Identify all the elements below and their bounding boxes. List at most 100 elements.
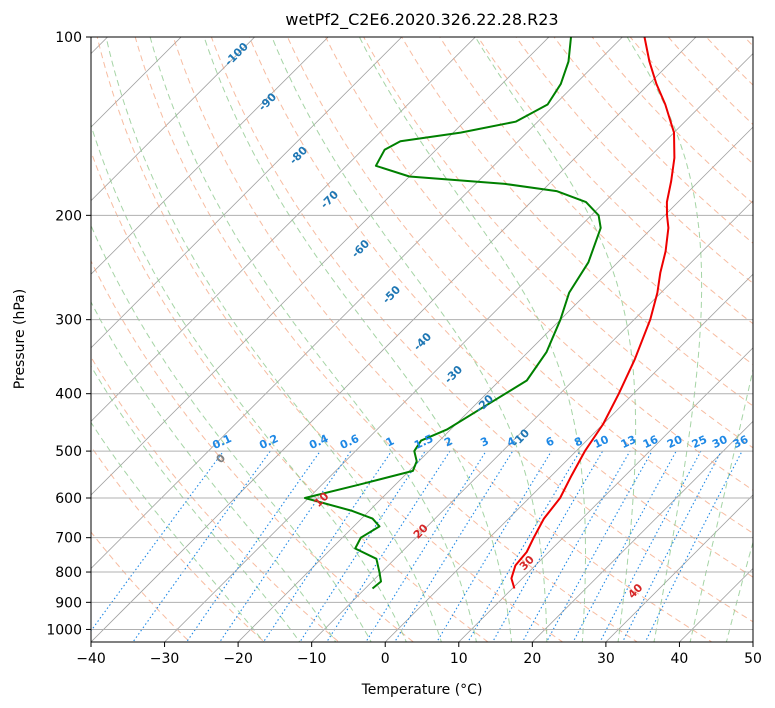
moist-adiabat-line bbox=[203, 37, 513, 642]
moist-adiabat-label: -100 bbox=[222, 40, 251, 69]
dry-adiabat-line bbox=[91, 259, 415, 642]
x-tick-label: 30 bbox=[597, 651, 615, 667]
moist-adiabat-label: -80 bbox=[287, 144, 310, 167]
moist-adiabat-label: -50 bbox=[380, 283, 403, 306]
dry-adiabat-line bbox=[91, 150, 489, 642]
mixing-ratio-label: 30 bbox=[710, 433, 730, 451]
dry-adiabat-line bbox=[91, 445, 266, 642]
moist-adiabat-line bbox=[91, 301, 337, 642]
pressure-gridlines bbox=[91, 37, 753, 630]
x-tick-label: −10 bbox=[297, 651, 327, 667]
dry-adiabat-line bbox=[96, 37, 564, 642]
mixing-ratio-label: 3 bbox=[478, 434, 490, 449]
isotherm-line bbox=[91, 37, 403, 349]
x-tick-label: −40 bbox=[76, 651, 106, 667]
mixing-ratio-label: 10 bbox=[591, 433, 611, 451]
dry-adiabat-line bbox=[667, 37, 753, 126]
dry-adiabat-line bbox=[210, 37, 753, 623]
dry-adiabat-line bbox=[248, 37, 753, 578]
x-tick-label: −20 bbox=[223, 651, 253, 667]
plot-frame bbox=[90, 36, 754, 643]
mixing-ratio-label: 6 bbox=[544, 434, 557, 449]
dewpoint-profile-line bbox=[303, 37, 602, 590]
mixing-ratio-line bbox=[621, 450, 722, 642]
isotherm-line bbox=[163, 52, 753, 642]
dry-adiabat-line bbox=[286, 37, 753, 534]
mixing-ratio-label: 0.2 bbox=[257, 432, 280, 452]
x-tick-label: 40 bbox=[671, 651, 689, 667]
dry-adiabat-line bbox=[91, 531, 191, 642]
moist-adiabat-line bbox=[91, 224, 372, 642]
y-tick-label: 700 bbox=[55, 531, 82, 547]
dry-adiabat-line bbox=[134, 37, 639, 642]
dry-adiabat-line bbox=[172, 37, 713, 642]
isotherm-line bbox=[91, 37, 329, 275]
dry-adiabat-line bbox=[553, 37, 753, 244]
background-lines bbox=[91, 37, 753, 642]
x-tick-label: 50 bbox=[744, 651, 762, 667]
isotherm-line bbox=[91, 37, 550, 496]
moist-adiabat-line bbox=[626, 37, 703, 642]
temperature-profile-line bbox=[510, 37, 676, 589]
isotherm-line bbox=[91, 37, 256, 202]
moist-adiabat-line bbox=[271, 37, 548, 642]
mixing-ratio-line bbox=[394, 450, 514, 642]
dry-adiabat-line bbox=[477, 37, 753, 325]
isotherm-line bbox=[605, 494, 753, 642]
y-tick-label: 200 bbox=[55, 208, 82, 224]
mixing-ratio-label: 2 bbox=[442, 434, 454, 449]
moist-adiabat-line bbox=[725, 540, 753, 642]
mixing-ratio-label: 1 bbox=[384, 434, 396, 449]
mixing-ratio-label: 8 bbox=[572, 434, 584, 449]
isotherm-line bbox=[531, 420, 753, 642]
x-tick-label: 0 bbox=[381, 651, 390, 667]
isotherm-line bbox=[91, 37, 697, 642]
y-tick-label: 100 bbox=[55, 30, 82, 46]
y-tick-label: 600 bbox=[55, 491, 82, 507]
moist-adiabat-line bbox=[689, 367, 753, 642]
mixing-ratio-label: 0.4 bbox=[307, 432, 330, 452]
chart-title: wetPf2_C2E6.2020.326.22.28.R23 bbox=[285, 10, 558, 30]
mixing-ratio-label: 25 bbox=[690, 433, 709, 451]
x-axis: −40 −30 −20 −10 0 10 20 30 40 50 bbox=[76, 642, 762, 667]
x-tick-label: 20 bbox=[523, 651, 541, 667]
mixing-ratio-line bbox=[436, 450, 552, 642]
y-axis: 100 200 300 400 500 600 700 800 900 1000 bbox=[46, 30, 91, 638]
y-tick-label: 900 bbox=[55, 595, 82, 611]
mixing-ratio-line bbox=[644, 450, 743, 642]
moist-adiabat-line bbox=[105, 37, 442, 642]
y-tick-label: 500 bbox=[55, 444, 82, 460]
isotherm-line bbox=[458, 347, 753, 642]
mixing-ratio-label: 0.1 bbox=[210, 432, 233, 452]
moist-adiabat-label: -30 bbox=[442, 363, 465, 386]
dry-adiabat-line bbox=[401, 37, 753, 407]
y-tick-label: 1000 bbox=[46, 622, 82, 638]
isotherm-line bbox=[678, 567, 753, 642]
mixing-ratio-line bbox=[185, 450, 321, 642]
isotherm-line bbox=[91, 37, 624, 570]
isotherm-line bbox=[384, 273, 753, 642]
mixing-ratio-label: 36 bbox=[731, 433, 751, 451]
dry-adiabat-label: 30 bbox=[517, 553, 537, 573]
isotherm-line bbox=[237, 126, 753, 642]
isotherm-line bbox=[311, 200, 753, 642]
moist-adiabat-line bbox=[149, 37, 477, 642]
mixing-ratio-line bbox=[91, 450, 224, 632]
isotherm-line bbox=[91, 37, 182, 128]
mixing-ratio-line bbox=[467, 450, 581, 642]
y-tick-label: 400 bbox=[55, 387, 82, 403]
dry-adiabat-line bbox=[91, 356, 340, 642]
x-tick-label: −30 bbox=[150, 651, 180, 667]
mixing-ratio-label: 16 bbox=[641, 433, 661, 451]
isotherm-line bbox=[91, 37, 476, 422]
moist-adiabat-label: -40 bbox=[411, 330, 434, 353]
dry-adiabat-label: 0 bbox=[214, 451, 229, 466]
x-axis-label: Temperature (°C) bbox=[361, 682, 483, 698]
dry-adiabat-line bbox=[325, 37, 753, 491]
y-tick-label: 300 bbox=[55, 313, 82, 329]
dry-adiabat-line bbox=[705, 37, 753, 86]
y-axis-label: Pressure (hPa) bbox=[12, 289, 28, 389]
moist-adiabat-line bbox=[474, 37, 637, 642]
mixing-ratio-label: 13 bbox=[619, 433, 638, 451]
